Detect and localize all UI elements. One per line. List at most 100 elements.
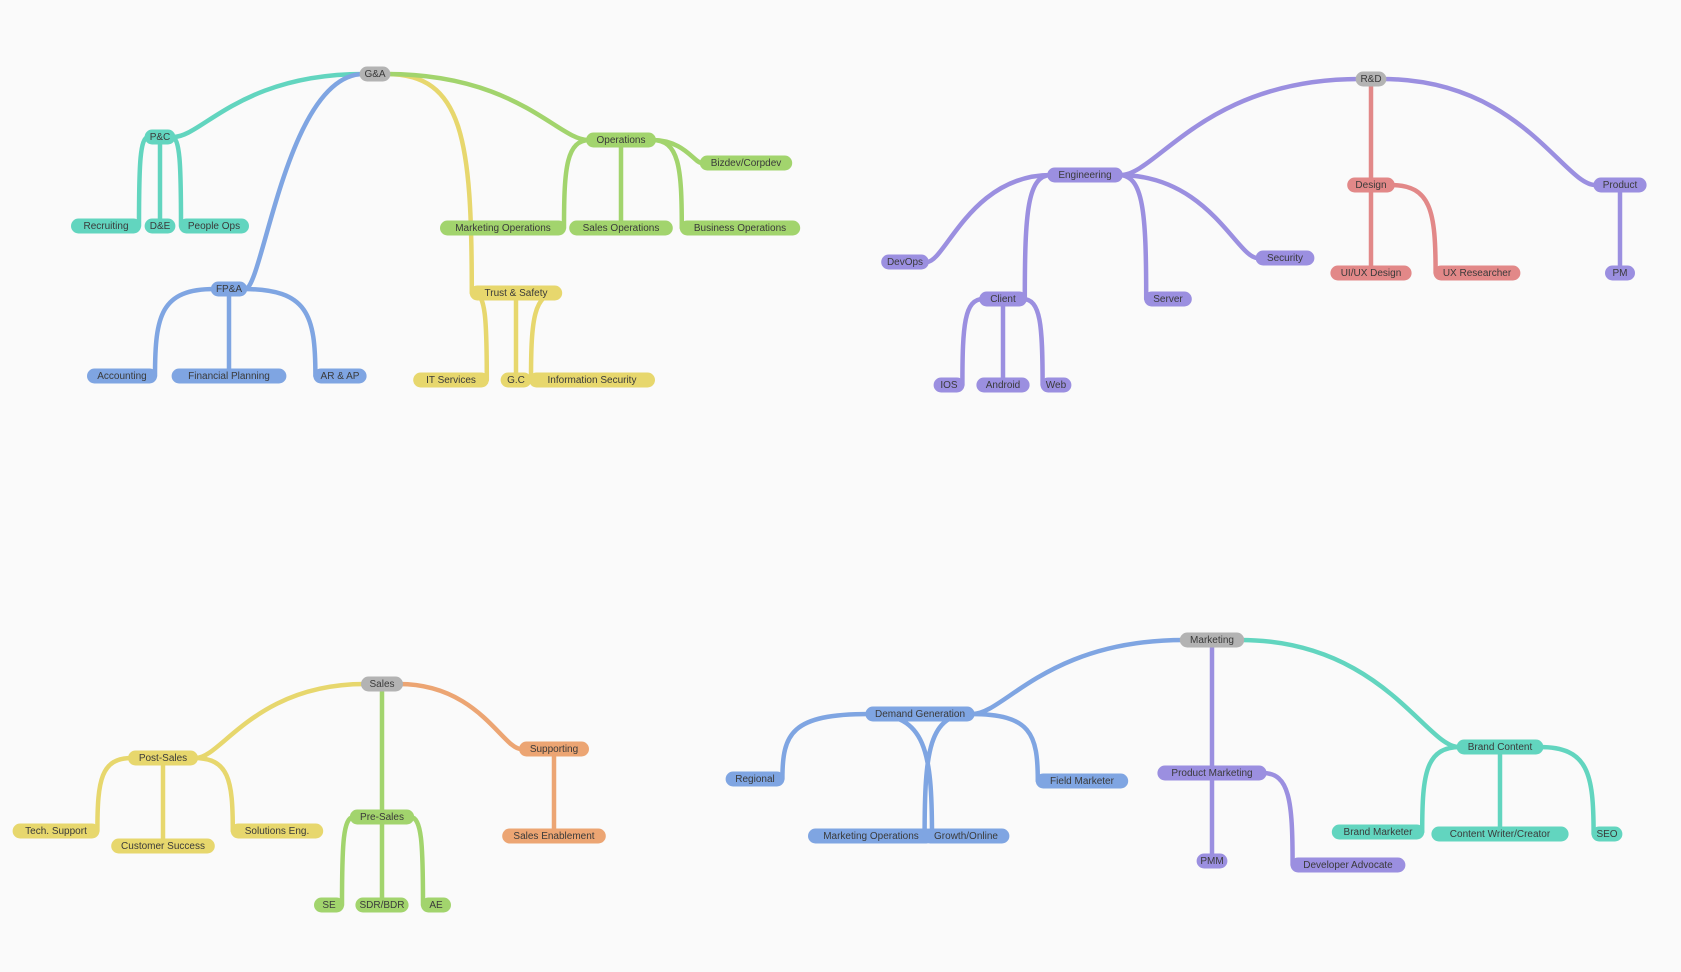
node-brand-content[interactable]: Brand Content — [1456, 739, 1544, 755]
node-android-label: Android — [986, 380, 1020, 391]
node-devops[interactable]: DevOps — [881, 254, 929, 270]
node-ux-researcher-pill — [1433, 265, 1521, 281]
root-node-sales-pill — [361, 676, 403, 692]
node-marketing-operations[interactable]: Marketing Operations — [808, 828, 934, 844]
node-ar-ap[interactable]: AR & AP — [313, 368, 367, 384]
node-pre-sales[interactable]: Pre-Sales — [349, 809, 415, 825]
root-node-g-a-label: G&A — [364, 69, 385, 80]
node-financial-planning-label: Financial Planning — [188, 371, 270, 382]
node-pre-sales-pill — [349, 809, 415, 825]
node-it-services[interactable]: IT Services — [413, 372, 489, 388]
edge-fp-a — [242, 71, 366, 292]
edge-ios — [960, 296, 986, 388]
node-client[interactable]: Client — [979, 291, 1027, 307]
node-android[interactable]: Android — [976, 377, 1030, 393]
node-p-c[interactable]: P&C — [144, 129, 176, 145]
node-fp-a[interactable]: FP&A — [210, 281, 248, 297]
node-content-writer-creator[interactable]: Content Writer/Creator — [1431, 826, 1569, 842]
edge-post-sales — [193, 681, 368, 761]
node-tech-support[interactable]: Tech. Support — [12, 823, 100, 839]
node-financial-planning[interactable]: Financial Planning — [171, 368, 287, 384]
edge-field-marketer — [968, 711, 1041, 784]
node-pmm-label: PMM — [1200, 856, 1223, 867]
node-engineering[interactable]: Engineering — [1047, 167, 1123, 183]
edge-trust-safety — [384, 71, 475, 296]
node-pm[interactable]: PM — [1605, 265, 1635, 281]
node-developer-advocate[interactable]: Developer Advocate — [1290, 857, 1406, 873]
node-se[interactable]: SE — [314, 897, 344, 913]
node-p-c-label: P&C — [150, 132, 171, 143]
node-sales-operations[interactable]: Sales Operations — [569, 220, 673, 236]
node-regional-label: Regional — [735, 774, 774, 785]
root-node-marketing-label: Marketing — [1190, 635, 1234, 646]
node-g-c[interactable]: G.C — [500, 372, 532, 388]
node-recruiting-label: Recruiting — [83, 221, 128, 232]
node-solutions-eng[interactable]: Solutions Eng. — [230, 823, 324, 839]
root-node-r-d-pill — [1355, 71, 1387, 87]
node-pmm[interactable]: PMM — [1196, 853, 1228, 869]
node-people-ops[interactable]: People Ops — [179, 218, 249, 234]
node-marketing-operations[interactable]: Marketing Operations — [440, 220, 566, 236]
node-demand-generation[interactable]: Demand Generation — [865, 706, 975, 722]
node-regional[interactable]: Regional — [725, 771, 785, 787]
node-brand-marketer[interactable]: Brand Marketer — [1331, 824, 1425, 840]
node-recruiting-pill — [71, 218, 141, 234]
node-product-pill — [1593, 177, 1647, 193]
node-accounting-label: Accounting — [97, 371, 146, 382]
node-ui-ux-design-label: UI/UX Design — [1341, 268, 1402, 279]
node-information-security-pill — [529, 372, 655, 388]
node-sales-enablement[interactable]: Sales Enablement — [502, 828, 606, 844]
node-ux-researcher[interactable]: UX Researcher — [1433, 265, 1521, 281]
node-trust-safety[interactable]: Trust & Safety — [469, 285, 563, 301]
node-accounting[interactable]: Accounting — [87, 368, 157, 384]
root-node-sales[interactable]: Sales — [361, 676, 403, 692]
node-information-security[interactable]: Information Security — [529, 372, 655, 388]
root-node-r-d[interactable]: R&D — [1355, 71, 1387, 87]
node-supporting[interactable]: Supporting — [519, 741, 589, 757]
node-design-label: Design — [1355, 180, 1386, 191]
node-p-c-pill — [144, 129, 176, 145]
node-ae[interactable]: AE — [421, 897, 451, 913]
node-solutions-eng-pill — [230, 823, 324, 839]
node-sdr-bdr[interactable]: SDR/BDR — [355, 897, 409, 913]
root-node-r-d-label: R&D — [1360, 74, 1381, 85]
node-information-security-label: Information Security — [548, 375, 637, 386]
edge-marketing-operations — [561, 137, 593, 231]
node-customer-success[interactable]: Customer Success — [111, 838, 215, 854]
node-field-marketer[interactable]: Field Marketer — [1035, 773, 1129, 789]
node-ux-researcher-label: UX Researcher — [1443, 268, 1512, 279]
node-ios[interactable]: IOS — [933, 377, 965, 393]
node-growth-online-pill — [922, 828, 1010, 844]
node-recruiting[interactable]: Recruiting — [71, 218, 141, 234]
node-people-ops-label: People Ops — [188, 221, 240, 232]
node-design[interactable]: Design — [1347, 177, 1395, 193]
edge-client — [1022, 172, 1054, 302]
node-operations[interactable]: Operations — [586, 132, 656, 148]
root-node-marketing[interactable]: Marketing — [1179, 632, 1245, 648]
node-security[interactable]: Security — [1255, 250, 1315, 266]
edge-ae — [407, 814, 426, 908]
node-ui-ux-design[interactable]: UI/UX Design — [1330, 265, 1412, 281]
node-product[interactable]: Product — [1593, 177, 1647, 193]
node-product-marketing[interactable]: Product Marketing — [1157, 765, 1267, 781]
node-web[interactable]: Web — [1040, 377, 1072, 393]
node-d-e[interactable]: D&E — [144, 218, 176, 234]
node-growth-online[interactable]: Growth/Online — [922, 828, 1010, 844]
node-brand-marketer-pill — [1331, 824, 1425, 840]
node-server[interactable]: Server — [1144, 291, 1192, 307]
node-seo[interactable]: SEO — [1591, 826, 1623, 842]
node-product-marketing-label: Product Marketing — [1171, 768, 1252, 779]
node-fp-a-pill — [210, 281, 248, 297]
node-ar-ap-pill — [313, 368, 367, 384]
node-field-marketer-label: Field Marketer — [1050, 776, 1115, 787]
edge-business-operations — [649, 137, 685, 231]
node-bizdev-corpdev[interactable]: Bizdev/Corpdev — [699, 155, 793, 171]
root-node-g-a[interactable]: G&A — [359, 66, 391, 82]
node-sdr-bdr-pill — [355, 897, 409, 913]
node-seo-pill — [1591, 826, 1623, 842]
node-business-operations[interactable]: Business Operations — [679, 220, 801, 236]
node-business-operations-label: Business Operations — [694, 223, 786, 234]
node-post-sales[interactable]: Post-Sales — [128, 750, 198, 766]
node-sales-enablement-pill — [502, 828, 606, 844]
node-tech-support-label: Tech. Support — [25, 826, 87, 837]
